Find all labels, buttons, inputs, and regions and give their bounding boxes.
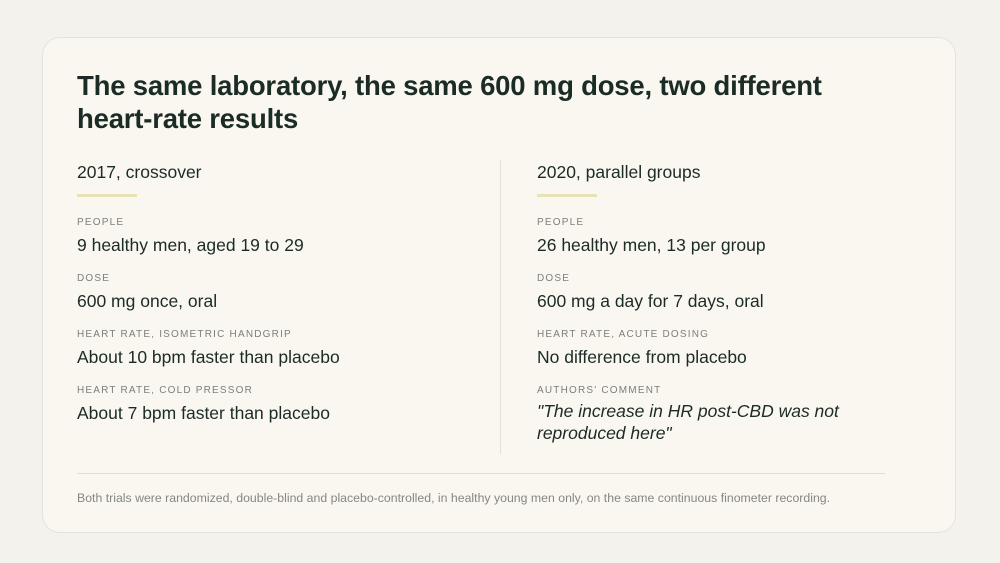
field-label: HEART RATE, ACUTE DOSING (537, 329, 710, 340)
field-label: DOSE (77, 273, 111, 284)
field-label: DOSE (537, 273, 571, 284)
authors-quote: "The increase in HR post-CBD was not rep… (537, 401, 839, 443)
column-divider (500, 160, 501, 454)
heading-accent-bar (537, 194, 597, 197)
column-2017: 2017, crossover PEOPLE 9 healthy men, ag… (77, 161, 457, 441)
field-value: 9 healthy men, aged 19 to 29 (77, 235, 304, 255)
field-value: About 7 bpm faster than placebo (77, 403, 330, 423)
field-heart-rate-acute: HEART RATE, ACUTE DOSING No difference f… (537, 329, 917, 368)
field-label: AUTHORS' COMMENT (537, 385, 662, 396)
heading-accent-bar (77, 194, 137, 197)
field-value: 26 healthy men, 13 per group (537, 235, 766, 255)
field-authors-comment: AUTHORS' COMMENT "The increase in HR pos… (537, 385, 917, 444)
field-value: 600 mg a day for 7 days, oral (537, 291, 764, 311)
column-heading-2017: 2017, crossover (77, 162, 202, 182)
field-value: 600 mg once, oral (77, 291, 218, 311)
comparison-card: The same laboratory, the same 600 mg dos… (42, 37, 956, 533)
field-people: PEOPLE 26 healthy men, 13 per group (537, 217, 917, 256)
field-people: PEOPLE 9 healthy men, aged 19 to 29 (77, 217, 457, 256)
field-label: PEOPLE (537, 217, 585, 228)
field-dose: DOSE 600 mg once, oral (77, 273, 457, 312)
field-dose: DOSE 600 mg a day for 7 days, oral (537, 273, 917, 312)
footnote-divider (77, 473, 885, 474)
field-label: HEART RATE, ISOMETRIC HANDGRIP (77, 329, 292, 340)
field-heart-rate-handgrip: HEART RATE, ISOMETRIC HANDGRIP About 10 … (77, 329, 457, 368)
column-2020: 2020, parallel groups PEOPLE 26 healthy … (537, 161, 917, 461)
field-label: PEOPLE (77, 217, 125, 228)
footnote: Both trials were randomized, double-blin… (77, 491, 831, 505)
field-heart-rate-cold-pressor: HEART RATE, COLD PRESSOR About 7 bpm fas… (77, 385, 457, 424)
column-heading-2020: 2020, parallel groups (537, 162, 701, 182)
field-value: About 10 bpm faster than placebo (77, 347, 340, 367)
page-title: The same laboratory, the same 600 mg dos… (77, 70, 822, 134)
field-label: HEART RATE, COLD PRESSOR (77, 385, 254, 396)
field-value: No difference from placebo (537, 347, 747, 367)
